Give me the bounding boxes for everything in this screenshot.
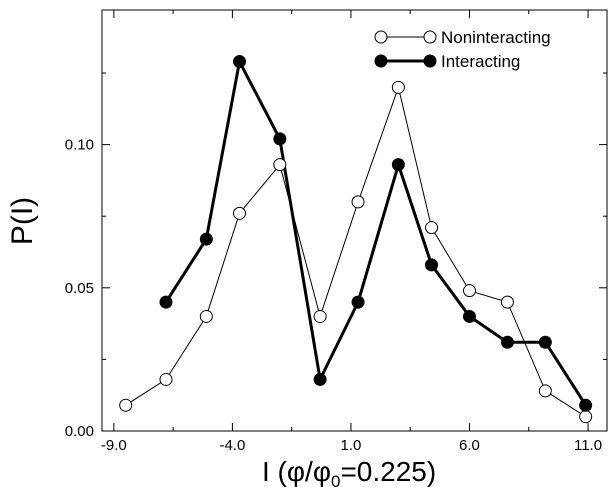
data-point-noninteracting — [391, 80, 405, 94]
data-point-interacting — [273, 132, 287, 146]
data-point-noninteracting — [579, 410, 593, 424]
data-point-noninteracting — [199, 309, 213, 323]
legend-marker-noninteracting-right — [423, 30, 437, 44]
legend-label-interacting: Interacting — [441, 52, 520, 71]
x-tick-label: 6.0 — [459, 437, 480, 454]
data-point-interacting — [500, 335, 514, 349]
series-line-noninteracting — [125, 85, 586, 418]
y-tick-label: 0.05 — [65, 280, 94, 297]
y-tick-label: 0.10 — [65, 137, 94, 154]
y-axis-title: P(I) — [6, 197, 39, 245]
data-point-interacting — [538, 335, 552, 349]
data-point-noninteracting — [233, 206, 247, 220]
legend-entry-noninteracting: Noninteracting — [374, 28, 551, 47]
data-point-noninteracting — [351, 195, 365, 209]
axis-tick-labels: -9.0 -4.0 1.0 6.0 11.0 0.00 0.05 0.10 — [65, 137, 602, 454]
axis-ticks — [102, 10, 607, 432]
x-tick-label: -9.0 — [101, 437, 127, 454]
data-point-noninteracting — [425, 221, 439, 235]
plot-frame — [101, 9, 608, 432]
data-point-interacting — [313, 372, 327, 386]
x-tick-label: -4.0 — [219, 437, 245, 454]
data-point-noninteracting — [119, 398, 133, 412]
data-point-interacting — [579, 398, 593, 412]
data-point-noninteracting — [500, 295, 514, 309]
legend: Noninteracting Interacting — [374, 28, 551, 71]
legend-label-noninteracting: Noninteracting — [441, 28, 551, 47]
data-point-noninteracting — [159, 372, 173, 386]
series-markers — [119, 55, 593, 424]
data-point-noninteracting — [273, 158, 287, 172]
data-point-interacting — [351, 295, 365, 309]
x-axis-title-main: I ( — [262, 456, 288, 487]
data-point-interacting — [391, 158, 405, 172]
series-line-interacting — [164, 57, 587, 407]
data-point-interacting — [199, 232, 213, 246]
data-point-noninteracting — [462, 284, 476, 298]
x-axis-title-subscript: 0 — [331, 472, 340, 487]
x-axis-title: I (φ/φ0=0.225) — [262, 456, 436, 487]
legend-entry-interacting: Interacting — [374, 52, 520, 71]
legend-marker-noninteracting-left — [374, 30, 388, 44]
data-point-interacting — [462, 309, 476, 323]
data-point-noninteracting — [313, 309, 327, 323]
data-point-noninteracting — [538, 384, 552, 398]
data-point-interacting — [425, 258, 439, 272]
data-point-interacting — [159, 295, 173, 309]
data-point-interacting — [233, 55, 247, 69]
series-lines — [125, 57, 587, 418]
x-axis-title-phi: φ/φ — [287, 456, 331, 487]
x-axis-title-rest: =0.225) — [340, 456, 436, 487]
y-tick-label: 0.00 — [65, 423, 94, 440]
x-tick-label: 1.0 — [341, 437, 362, 454]
legend-marker-interacting-right — [423, 54, 437, 68]
x-tick-label: 11.0 — [574, 437, 602, 454]
legend-marker-interacting-left — [374, 54, 388, 68]
